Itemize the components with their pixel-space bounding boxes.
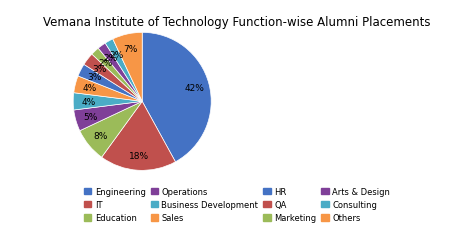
Wedge shape xyxy=(98,44,142,102)
Wedge shape xyxy=(113,33,142,102)
Text: 4%: 4% xyxy=(81,97,95,106)
Legend: Engineering, IT, Education, Operations, Business Development, Sales, HR, QA, Mar: Engineering, IT, Education, Operations, … xyxy=(82,185,392,225)
Text: 8%: 8% xyxy=(93,132,108,141)
Text: 2%: 2% xyxy=(109,50,123,60)
Text: 18%: 18% xyxy=(129,151,149,160)
Wedge shape xyxy=(74,77,142,102)
Text: 2%: 2% xyxy=(103,54,118,63)
Wedge shape xyxy=(92,49,142,102)
Wedge shape xyxy=(73,93,142,111)
Wedge shape xyxy=(105,40,142,102)
Wedge shape xyxy=(80,102,142,158)
Wedge shape xyxy=(142,33,211,162)
Text: Vemana Institute of Technology Function-wise Alumni Placements: Vemana Institute of Technology Function-… xyxy=(43,16,431,29)
Text: 3%: 3% xyxy=(92,65,107,74)
Text: 3%: 3% xyxy=(87,73,101,82)
Text: 5%: 5% xyxy=(83,112,98,121)
Wedge shape xyxy=(74,102,142,131)
Text: 42%: 42% xyxy=(184,84,204,93)
Wedge shape xyxy=(78,65,142,102)
Text: 7%: 7% xyxy=(123,45,137,54)
Text: 2%: 2% xyxy=(98,58,112,67)
Text: 4%: 4% xyxy=(83,84,97,93)
Wedge shape xyxy=(101,102,175,171)
Wedge shape xyxy=(84,55,142,102)
